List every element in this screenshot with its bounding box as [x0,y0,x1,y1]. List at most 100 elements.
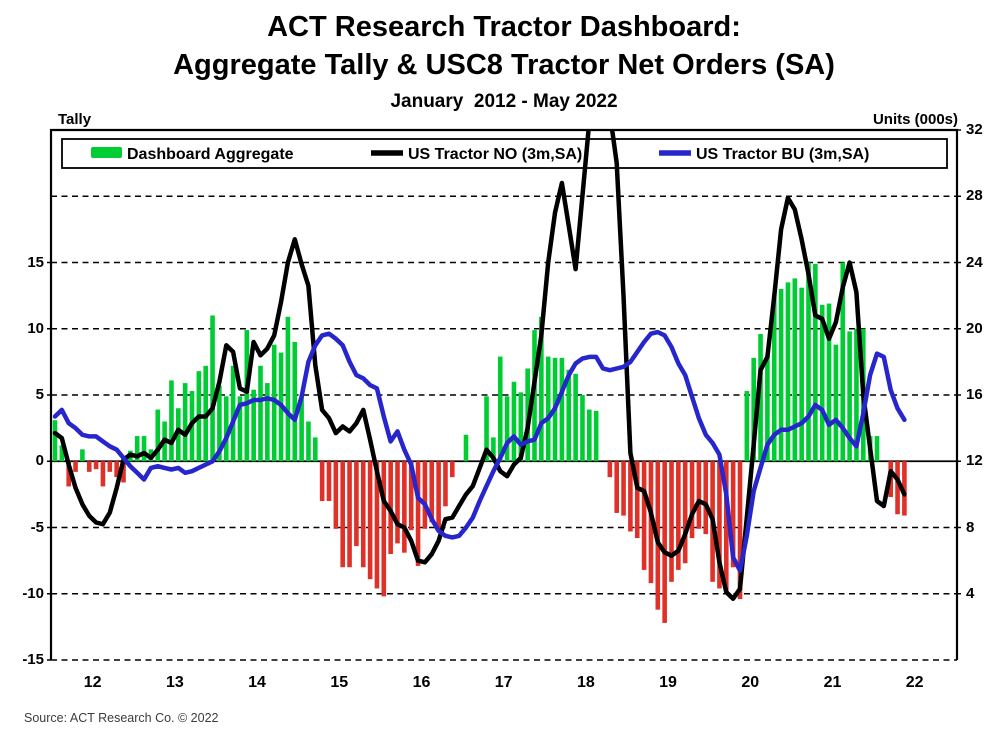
aggregate-bar-negative [730,461,736,568]
legend-label-dashboard-aggregate: Dashboard Aggregate [127,146,294,163]
right-tick-label: 20 [966,319,983,337]
aggregate-bar-positive [223,396,229,462]
right-axis-caption: Units (000s) [872,111,958,128]
aggregate-bar-positive [258,365,263,462]
chart-header: ACT Research Tractor Dashboard: Aggregat… [0,8,1008,113]
x-tick-label: 20 [741,674,760,691]
aggregate-bar-positive [593,410,599,462]
aggregate-bar-negative [408,461,414,531]
aggregate-bar-positive [265,383,270,462]
aggregate-bar-negative [895,461,900,515]
aggregate-bar-positive [771,294,777,462]
aggregate-bar-negative [93,461,99,470]
aggregate-bar-negative [66,461,71,487]
aggregate-bar-positive [230,365,236,462]
aggregate-bar-positive [539,316,544,462]
aggregate-bar-positive [819,304,825,462]
aggregate-bar-negative [422,461,428,529]
aggregate-bar-negative [114,461,119,478]
aggregate-bar-negative [395,461,400,544]
left-tick-label: 5 [35,386,44,403]
aggregate-bar-positive [580,395,585,462]
aggregate-bar-positive [799,287,804,462]
aggregate-bar-positive [313,437,318,462]
aggregate-bar-positive [566,369,572,462]
aggregate-bar-positive [299,396,304,462]
legend-label-us-tractor-bu: US Tractor BU (3m,SA) [696,146,869,163]
aggregate-bar-negative [676,461,681,570]
aggregate-bar-positive [141,436,147,462]
aggregate-bar-negative [641,461,647,570]
aggregate-bar-negative [347,461,352,568]
aggregate-bar-positive [833,344,839,462]
left-tick-label: -15 [22,651,44,668]
aggregate-bar-negative [415,461,421,566]
aggregate-bar-positive [251,389,256,462]
source-note: Source: ACT Research Co. © 2022 [24,711,219,725]
aggregate-bar-positive [744,391,750,462]
aggregate-bar-positive [134,436,140,462]
left-tick-label: 0 [35,452,44,470]
aggregate-bar-negative [121,461,126,483]
aggregate-bar-positive [306,421,311,462]
aggregate-bar-positive [497,356,503,462]
aggregate-bar-negative [737,461,743,600]
aggregate-bar-positive [244,330,250,462]
aggregate-bar-positive [778,289,784,462]
aggregate-bar-positive [559,357,565,462]
aggregate-bar-positive [484,396,489,462]
x-tick-label: 18 [576,674,595,691]
left-axis-caption: Tally [58,111,92,128]
x-tick-label: 22 [905,674,924,691]
aggregate-bar-positive [751,357,756,462]
aggregate-bar-negative [682,461,688,564]
legend-box [61,138,948,169]
aggregate-bar-positive [210,315,215,462]
aggregate-bar-negative [703,461,709,535]
aggregate-bar-negative [628,461,633,532]
aggregate-bar-positive [169,380,174,462]
aggregate-bar-positive [80,449,85,462]
x-tick-label: 17 [494,674,513,691]
aggregate-bar-negative [902,461,907,516]
aggregate-bar-positive [237,396,243,462]
aggregate-bar-negative [340,461,345,568]
aggregate-bar-positive [271,344,277,462]
aggregate-bar-positive [176,408,181,462]
aggregate-bar-positive [765,355,770,462]
aggregate-bar-negative [360,461,366,568]
plot-area: Dashboard Aggregate US Tractor NO (3m,SA)… [47,128,961,661]
aggregate-bar-negative [621,461,626,516]
x-tick-label: 13 [165,674,184,691]
aggregate-bar-positive [491,437,496,462]
aggregate-bar-positive [518,392,524,462]
aggregate-bar-negative [354,461,359,547]
aggregate-bar-negative [614,461,619,513]
no-line-series [52,130,907,601]
aggregate-bar-positive [182,383,188,462]
bars-group [52,262,907,623]
aggregate-bar-negative [724,461,729,593]
aggregate-bar-positive [155,409,161,462]
aggregate-bar-negative [319,461,325,501]
aggregate-bar-positive [785,282,791,462]
aggregate-bar-negative [374,461,380,589]
aggregate-bar-negative [367,461,373,580]
right-tick-label: 4 [966,584,975,602]
bu-line-series [52,329,907,573]
aggregate-bar-positive [545,356,551,462]
aggregate-bar-positive [758,334,763,462]
legend-bar-swatch [91,147,122,158]
aggregate-bar-positive [52,420,58,462]
aggregate-bar-positive [847,331,852,462]
aggregate-bar-negative [607,461,613,478]
x-tick-label: 21 [823,674,842,691]
plot-frame [49,128,959,660]
aggregate-bar-negative [326,461,332,501]
aggregate-bar-positive [840,262,846,462]
right-tick-label: 16 [966,386,983,403]
aggregate-bar-positive [813,263,818,462]
right-tick-label: 12 [966,452,983,470]
aggregate-bar-negative [436,461,441,529]
right-tick-label: 8 [966,518,975,536]
